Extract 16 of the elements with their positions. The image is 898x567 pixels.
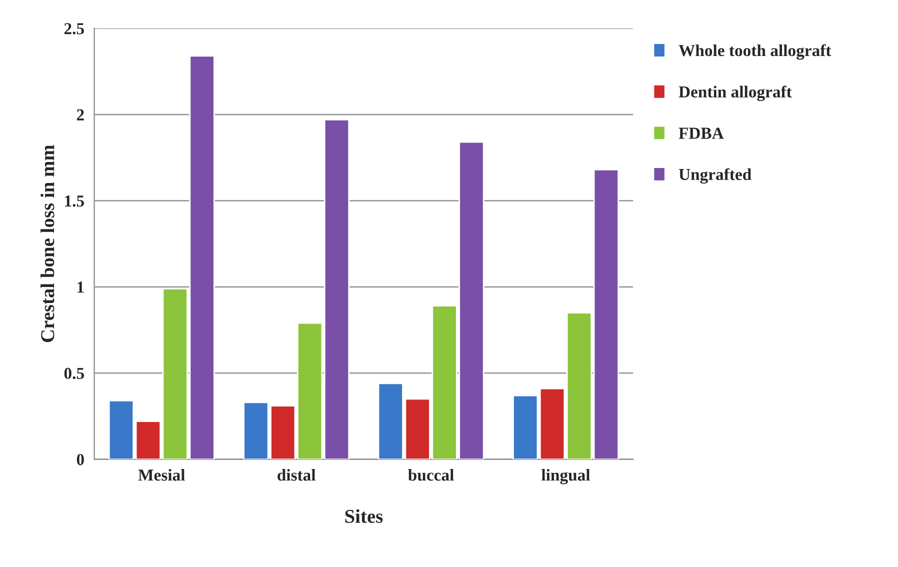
x-axis-title: Sites xyxy=(345,509,383,523)
legend-label: Whole tooth allograft xyxy=(678,44,832,60)
legend-label: FDBA xyxy=(678,128,724,139)
y-axis-title: Crestal bone loss in mm xyxy=(40,144,54,342)
x-tick-label: Mesial xyxy=(138,468,185,481)
y-tick-label: 2 xyxy=(76,109,84,120)
legend-label: Dentin allograft xyxy=(678,86,792,102)
y-tick-label: 2.5 xyxy=(64,23,84,34)
x-tick-label: lingual xyxy=(542,468,590,484)
y-tick-label: 0 xyxy=(76,454,84,466)
legend-label: Ungrafted xyxy=(678,168,752,184)
y-tick-label: 1 xyxy=(78,282,84,293)
y-tick-label: 0.5 xyxy=(64,368,84,380)
x-tick-label: distal xyxy=(278,468,316,481)
x-tick-label: buccal xyxy=(408,468,454,481)
y-tick-label: 1.5 xyxy=(65,196,84,207)
